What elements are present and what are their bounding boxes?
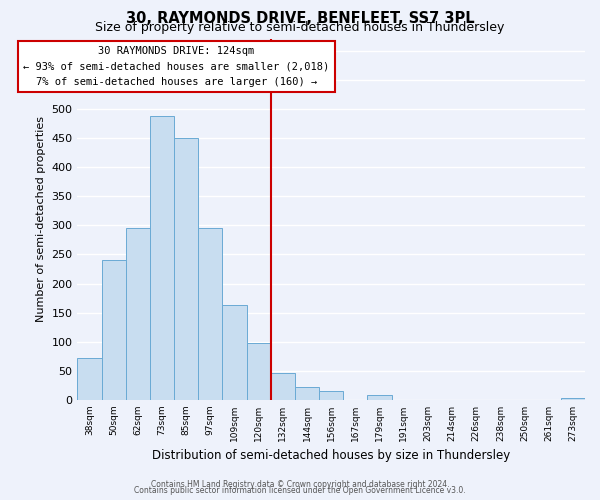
Text: 30, RAYMONDS DRIVE, BENFLEET, SS7 3PL: 30, RAYMONDS DRIVE, BENFLEET, SS7 3PL	[125, 11, 475, 26]
Bar	[198, 228, 223, 400]
Bar	[319, 390, 343, 400]
Bar	[150, 116, 174, 400]
Bar	[174, 138, 198, 400]
Text: Contains public sector information licensed under the Open Government Licence v3: Contains public sector information licen…	[134, 486, 466, 495]
Bar	[367, 394, 392, 400]
Bar	[77, 358, 101, 400]
Text: Contains HM Land Registry data © Crown copyright and database right 2024.: Contains HM Land Registry data © Crown c…	[151, 480, 449, 489]
Bar	[101, 260, 125, 400]
Bar	[295, 387, 319, 400]
Bar	[223, 305, 247, 400]
Bar	[125, 228, 150, 400]
Bar	[561, 398, 585, 400]
X-axis label: Distribution of semi-detached houses by size in Thundersley: Distribution of semi-detached houses by …	[152, 450, 510, 462]
Y-axis label: Number of semi-detached properties: Number of semi-detached properties	[36, 116, 46, 322]
Bar	[271, 373, 295, 400]
Text: 30 RAYMONDS DRIVE: 124sqm
← 93% of semi-detached houses are smaller (2,018)
7% o: 30 RAYMONDS DRIVE: 124sqm ← 93% of semi-…	[23, 46, 329, 87]
Text: Size of property relative to semi-detached houses in Thundersley: Size of property relative to semi-detach…	[95, 21, 505, 34]
Bar	[247, 344, 271, 400]
